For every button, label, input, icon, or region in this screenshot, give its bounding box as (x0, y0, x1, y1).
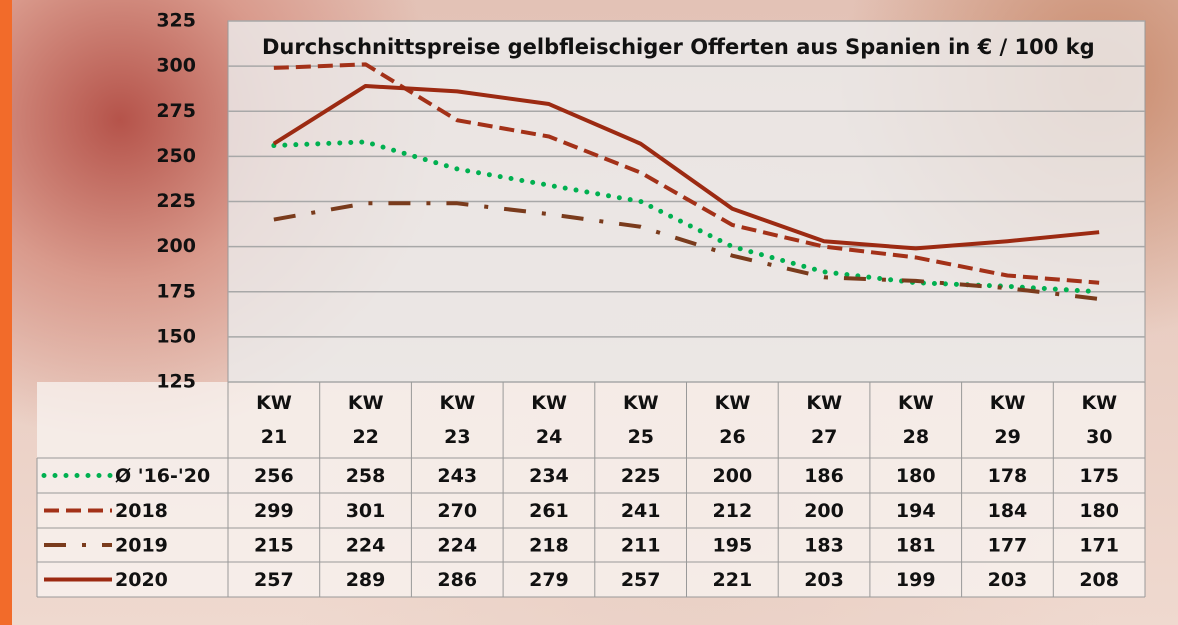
x-tick-label: KW 27 (778, 386, 870, 454)
category-text: KW 21 (256, 392, 292, 448)
table-value: 225 (621, 465, 661, 487)
table-value: 218 (529, 535, 569, 557)
category-text: KW 24 (531, 392, 567, 448)
chart-title: Durchschnittspreise gelbfleischiger Offe… (262, 35, 1095, 59)
series-line (273, 201, 1100, 301)
category-text: KW 23 (439, 392, 476, 448)
legend-label: 2019 (115, 535, 168, 557)
x-tick-label: KW 29 (962, 386, 1054, 454)
x-tick-label: KW 24 (503, 386, 595, 454)
category-text: KW 29 (989, 392, 1026, 448)
table-value: 256 (254, 465, 294, 487)
x-tick-label: KW 23 (411, 386, 503, 454)
x-tick-label: KW 28 (870, 386, 962, 454)
legend-label: 2020 (115, 569, 168, 591)
table-value: 299 (254, 500, 294, 522)
y-tick-label: 200 (156, 235, 196, 257)
category-text: KW 30 (1081, 392, 1118, 448)
table-value: 200 (713, 465, 753, 487)
category-text: KW 25 (622, 392, 659, 448)
table-value: 175 (1079, 465, 1119, 487)
series-line (273, 62, 1100, 285)
table-value: 208 (1079, 569, 1119, 591)
table-value: 199 (896, 569, 936, 591)
table-value: 301 (346, 500, 386, 522)
y-tick-label: 175 (156, 280, 196, 302)
table-value: 186 (804, 465, 844, 487)
y-tick-label: 225 (156, 190, 196, 212)
y-tick-label: 150 (156, 325, 196, 347)
table-value: 279 (529, 569, 569, 591)
table-value: 183 (804, 535, 844, 557)
table-value: 203 (988, 569, 1028, 591)
x-tick-label: KW 21 (228, 386, 320, 454)
x-tick-label: KW 26 (687, 386, 779, 454)
table-value: 212 (713, 500, 753, 522)
legend-label: 2018 (115, 500, 168, 522)
table-value: 224 (346, 535, 386, 557)
y-tick-label: 250 (156, 145, 196, 167)
table-value: 194 (896, 500, 936, 522)
table-value: 289 (346, 569, 386, 591)
y-tick-label: 275 (156, 100, 196, 122)
table-value: 181 (896, 535, 936, 557)
category-text: KW 28 (898, 392, 934, 448)
table-value: 171 (1079, 535, 1119, 557)
table-value: 261 (529, 500, 569, 522)
table-value: 257 (254, 569, 294, 591)
x-tick-label: KW 30 (1053, 386, 1145, 454)
table-value: 270 (437, 500, 477, 522)
x-tick-label: KW 22 (320, 386, 412, 454)
table-value: 221 (713, 569, 753, 591)
table-value: 241 (621, 500, 661, 522)
table-value: 195 (713, 535, 753, 557)
table-value: 211 (621, 535, 661, 557)
legend-label: Ø '16-'20 (115, 465, 210, 487)
table-value: 215 (254, 535, 294, 557)
table-value: 258 (346, 465, 386, 487)
table-value: 200 (804, 500, 844, 522)
category-text: KW 27 (806, 392, 843, 448)
category-text: KW 26 (714, 392, 751, 448)
table-value: 203 (804, 569, 844, 591)
table-value: 180 (896, 465, 936, 487)
table-value: 224 (437, 535, 477, 557)
table-value: 177 (988, 535, 1028, 557)
side-strip (0, 0, 12, 625)
y-tick-label: 300 (156, 55, 196, 77)
y-tick-label: 325 (156, 10, 196, 32)
y-tick-label: 125 (156, 371, 196, 393)
table-value: 286 (437, 569, 477, 591)
category-text: KW 22 (347, 392, 384, 448)
table-value: 257 (621, 569, 661, 591)
table-value: 178 (988, 465, 1028, 487)
table-area (37, 382, 1145, 597)
x-tick-label: KW 25 (595, 386, 687, 454)
table-value: 180 (1079, 500, 1119, 522)
table-value: 234 (529, 465, 569, 487)
series-line (272, 83, 1100, 251)
table-value: 184 (988, 500, 1028, 522)
table-value: 243 (437, 465, 477, 487)
